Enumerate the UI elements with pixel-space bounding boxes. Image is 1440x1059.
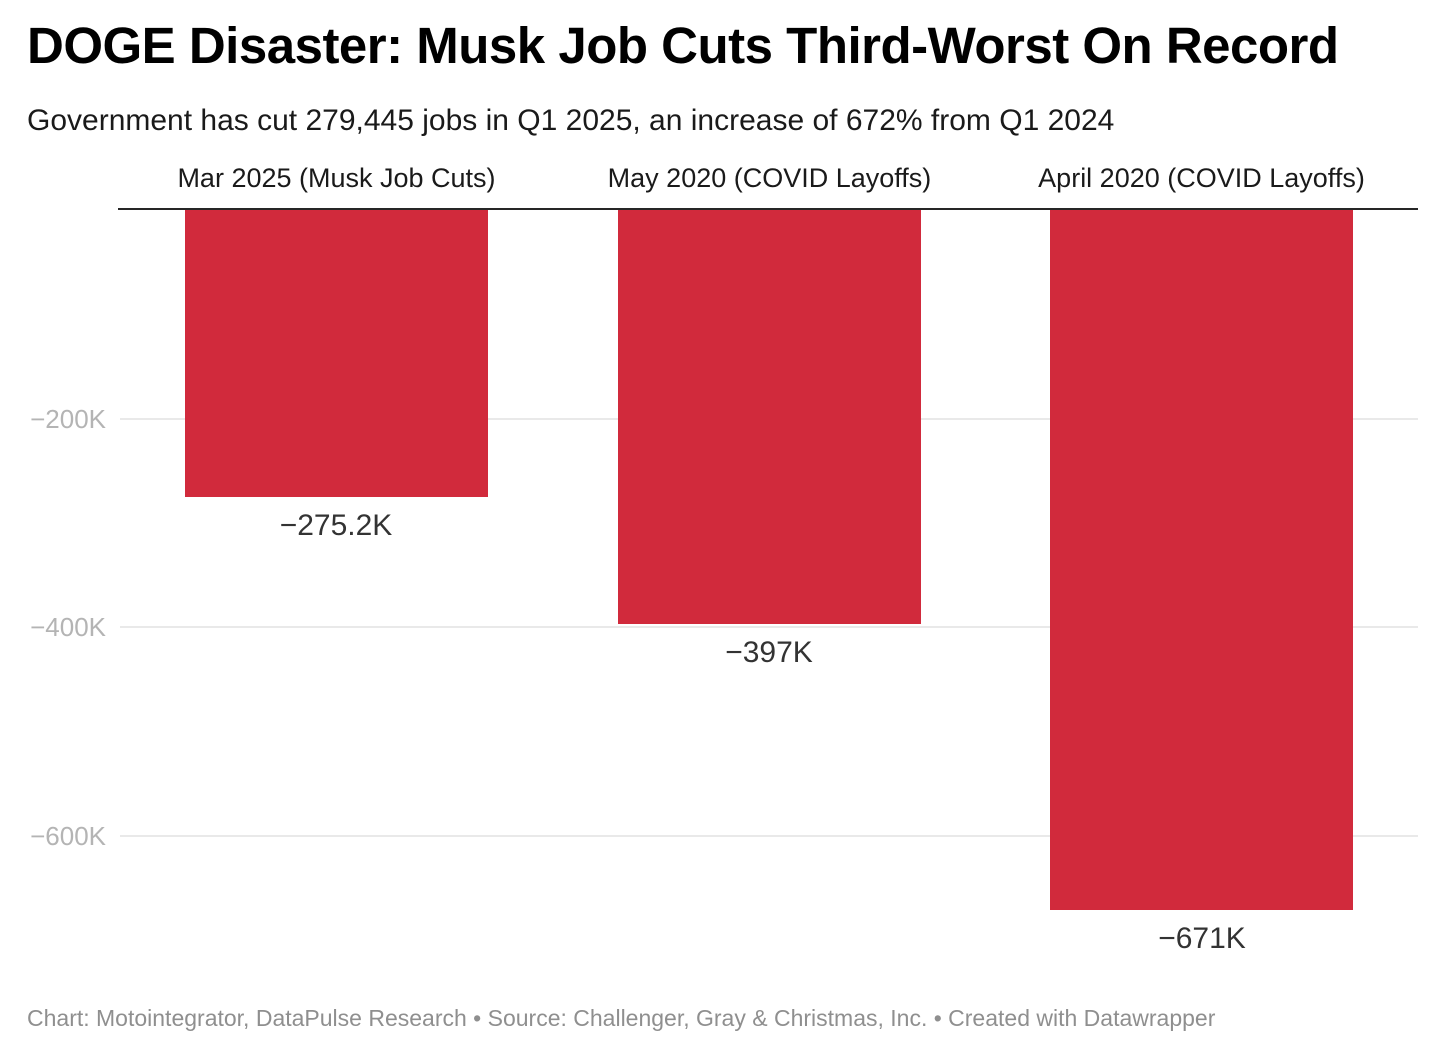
category-label-3: April 2020 (COVID Layoffs) (1038, 163, 1365, 193)
gridline-−400K (120, 626, 1418, 628)
y-tick-label: −600K (30, 821, 106, 851)
bar-value-label: −275.2K (279, 509, 393, 542)
chart-title: DOGE Disaster: Musk Job Cuts Third-Worst… (27, 17, 1339, 74)
plot-area: −275.2K −397K −671K (118, 208, 1418, 955)
category-label-1: Mar 2025 (Musk Job Cuts) (177, 163, 496, 193)
y-tick-label: −200K (30, 404, 106, 434)
bar-value-label: −671K (1158, 922, 1246, 955)
bar-1[interactable] (185, 210, 488, 497)
bar-3[interactable] (1050, 210, 1353, 910)
chart-footer: Chart: Motointegrator, DataPulse Researc… (27, 1005, 1216, 1031)
y-tick-label: −400K (30, 612, 106, 642)
category-label-2: May 2020 (COVID Layoffs) (607, 163, 932, 193)
chart-subtitle: Government has cut 279,445 jobs in Q1 20… (27, 104, 1115, 137)
bar-value-label: −397K (725, 636, 813, 669)
y-axis-labels: −200K −400K −600K (0, 210, 106, 940)
category-labels: Mar 2025 (Musk Job Cuts) May 2020 (COVID … (120, 158, 1418, 200)
gridline-−600K (120, 835, 1418, 837)
zero-axis-line (118, 208, 1418, 210)
bar-2[interactable] (618, 210, 921, 624)
